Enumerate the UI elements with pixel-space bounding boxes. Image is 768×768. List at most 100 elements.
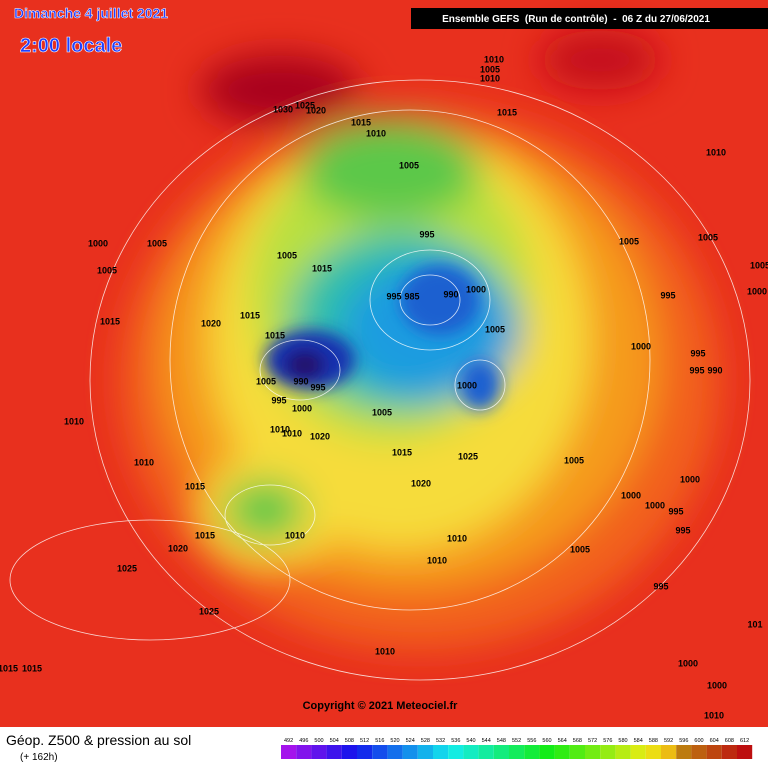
colorbar-swatch [357,745,373,759]
colorbar-label: 592 [664,738,673,744]
colorbar-swatch [296,745,312,759]
colorbar-swatch [478,745,494,759]
isobar-label: 1020 [306,105,326,115]
colorbar-label: 560 [542,738,551,744]
isobar-label: 1005 [277,250,297,260]
isobar-label: 1015 [497,107,517,117]
colorbar-label: 496 [299,738,308,744]
isobar-label: 1010 [706,147,726,157]
colorbar-label: 596 [679,738,688,744]
colorbar-label: 540 [466,738,475,744]
isobar-label: 990 [707,365,722,375]
colorbar-swatch [737,745,753,759]
isobar-label: 1015 [22,663,42,673]
run-box [411,8,768,29]
isobar-label: 995 [689,365,704,375]
isobar-label: 1010 [64,416,84,426]
colorbar-swatch [493,745,509,759]
isobar-label: 1010 [704,710,724,720]
isobar-label: 995 [668,506,683,516]
isobar-label: 1025 [295,100,315,110]
isobar-label: 1010 [282,428,302,438]
isobar-label: 1025 [117,563,137,573]
colorbar-label: 512 [360,738,369,744]
colorbar-label: 564 [558,738,567,744]
colorbar-swatch [554,745,570,759]
isobar-label: 995 [653,581,668,591]
colorbar-label: 608 [725,738,734,744]
colorbar-label: 524 [406,738,415,744]
isobar-label: 1010 [134,457,154,467]
colorbar-label: 504 [330,738,339,744]
colorbar-label: 536 [451,738,460,744]
colorbar-swatch [661,745,677,759]
colorbar-swatch [645,745,661,759]
isobar-label: 101 [747,619,762,629]
colorbar-label: 600 [694,738,703,744]
colorbar-label: 568 [573,738,582,744]
isobar-label: 1005 [564,455,584,465]
colorbar-swatch [509,745,525,759]
colorbar-swatch [569,745,585,759]
isobar-label: 1020 [201,318,221,328]
isobar-label: 1010 [285,530,305,540]
isobar-label: 990 [293,376,308,386]
colorbar: 492 496 500 504 508 512 516 520 524 528 532 536 540 5… [281,738,753,759]
isobar-label: 1005 [147,238,167,248]
isobar-label: 1010 [375,646,395,656]
isobar-label: 1000 [621,490,641,500]
colorbar-swatch [676,745,692,759]
colorbar-swatch [326,745,342,759]
isobar-label: 1030 [273,104,293,114]
colorbar-label: 604 [710,738,719,744]
isobar-label: 1005 [97,265,117,275]
isobar-label: 1010 [427,555,447,565]
isobar-label: 1015 [265,330,285,340]
isobar-label: 1005 [570,544,590,554]
isobar-label: 1015 [100,316,120,326]
isobar-label: 1000 [457,380,477,390]
isobar-label: 1015 [351,117,371,127]
colorbar-swatch [463,745,479,759]
isobar-label: 1020 [411,478,431,488]
colorbar-label: 508 [345,738,354,744]
date-title: Dimanche 4 juillet 2021 [14,5,168,21]
colorbar-label: 584 [634,738,643,744]
isobar-label: 1005 [750,260,768,270]
isobar-label: 1005 [698,232,718,242]
isobar-label: 1005 [372,407,392,417]
isobar-label: 985 [404,291,419,301]
isobar-label: 1000 [680,474,700,484]
isobar-label: 1010 [480,73,500,83]
colorbar-swatch [615,745,631,759]
colorbar-label: 552 [512,738,521,744]
colorbar-swatch [341,745,357,759]
isobar-label: 1005 [485,324,505,334]
colorbar-label: 572 [588,738,597,744]
isobar-label: 1005 [480,64,500,74]
colorbar-label: 544 [482,738,491,744]
colorbar-swatch [585,745,601,759]
colorbar-swatch [372,745,388,759]
colorbar-swatch [402,745,418,759]
colorbar-swatch [311,745,327,759]
isobar-label: 995 [690,348,705,358]
geopotential-lows [265,265,500,410]
isobar-label: 1005 [256,376,276,386]
isobar-label: 995 [386,291,401,301]
colorbar-swatch [448,745,464,759]
colorbar-swatch [721,745,737,759]
colorbar-label: 576 [603,738,612,744]
colorbar-label: 548 [497,738,506,744]
isobar-label: 1010 [484,54,504,64]
isobar-label: 1000 [631,341,651,351]
isobar-label: 1015 [0,663,18,673]
isobar-label: 1000 [678,658,698,668]
isobar-label: 1005 [399,160,419,170]
isobar-label: 995 [675,525,690,535]
isobar-label: 1000 [747,286,767,296]
footer-lead: (+ 162h) [20,752,58,763]
isobar-label: 1020 [310,431,330,441]
